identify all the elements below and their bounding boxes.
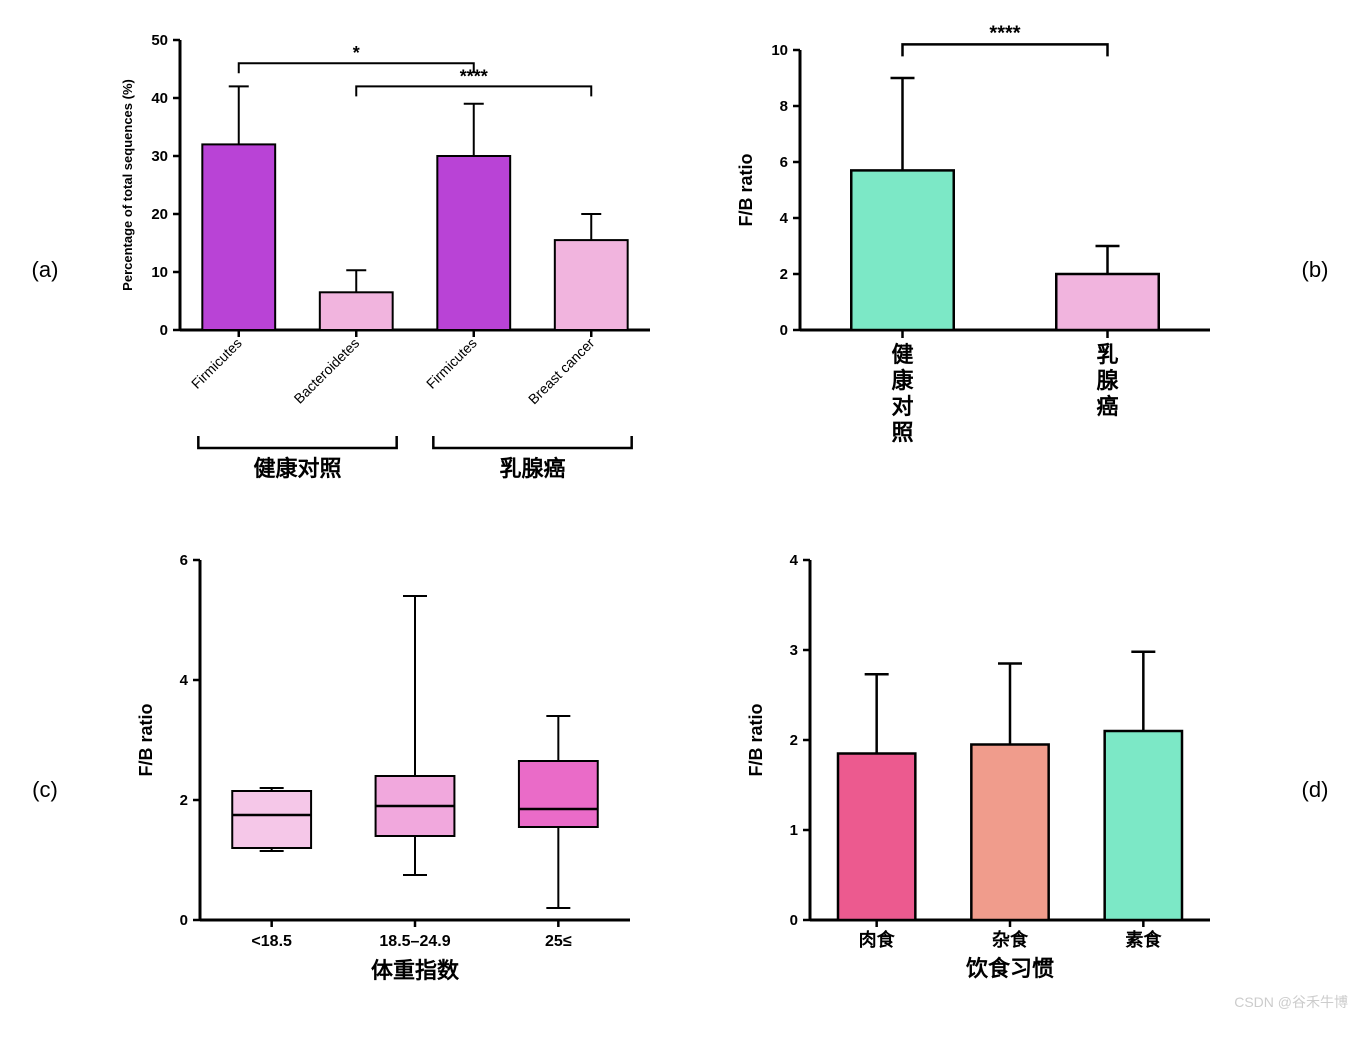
svg-text:3: 3 bbox=[790, 642, 798, 659]
svg-text:4: 4 bbox=[180, 672, 189, 689]
svg-text:杂食: 杂食 bbox=[992, 929, 1029, 950]
svg-text:照: 照 bbox=[891, 420, 913, 445]
label-b: (b) bbox=[1290, 20, 1340, 520]
panel-c: 0 2 4 6 F/B ratio <18.5 18.5–24.9 25≤ 体重指数 bbox=[90, 540, 670, 1040]
svg-text:对: 对 bbox=[891, 394, 913, 419]
svg-text:Breast cancer: Breast cancer bbox=[525, 335, 598, 408]
svg-text:4: 4 bbox=[790, 552, 799, 569]
label-d: (d) bbox=[1290, 540, 1340, 1040]
figure-grid: (a) 01020304050Percentage of total seque… bbox=[20, 20, 1340, 1040]
svg-text:乳腺癌: 乳腺癌 bbox=[499, 456, 565, 481]
svg-text:0: 0 bbox=[160, 322, 168, 339]
svg-text:****: **** bbox=[989, 22, 1020, 44]
svg-text:F/B ratio: F/B ratio bbox=[736, 153, 756, 226]
svg-text:Bacteroidetes: Bacteroidetes bbox=[291, 335, 363, 407]
svg-text:4: 4 bbox=[780, 210, 789, 227]
svg-text:10: 10 bbox=[771, 42, 788, 59]
panel-b: 0 2 4 6 8 10 F/B ratio 健康对照 乳腺癌 **** bbox=[690, 20, 1270, 520]
svg-text:Firmicutes: Firmicutes bbox=[423, 335, 480, 392]
svg-text:肉食: 肉食 bbox=[859, 929, 896, 950]
svg-text:2: 2 bbox=[780, 266, 788, 283]
svg-text:6: 6 bbox=[180, 552, 188, 569]
svg-text:0: 0 bbox=[790, 912, 798, 929]
svg-text:2: 2 bbox=[790, 732, 798, 749]
svg-text:F/B ratio: F/B ratio bbox=[136, 703, 156, 776]
watermark: CSDN @谷禾牛博 bbox=[1234, 992, 1348, 1012]
svg-text:1: 1 bbox=[790, 822, 798, 839]
svg-text:0: 0 bbox=[780, 322, 788, 339]
label-a: (a) bbox=[20, 20, 70, 520]
svg-text:20: 20 bbox=[151, 206, 168, 223]
svg-text:6: 6 bbox=[780, 154, 788, 171]
svg-text:体重指数: 体重指数 bbox=[371, 958, 460, 983]
svg-text:50: 50 bbox=[151, 32, 168, 49]
panel-a: 0 10 20 30 40 50 Percentage of total sequences… bbox=[90, 20, 670, 520]
svg-text:饮食习惯: 饮食习惯 bbox=[965, 956, 1054, 981]
svg-text:8: 8 bbox=[780, 98, 788, 115]
svg-text:健: 健 bbox=[891, 342, 913, 367]
svg-text:2: 2 bbox=[180, 792, 188, 809]
svg-text:18.5–24.9: 18.5–24.9 bbox=[379, 933, 450, 950]
svg-text:****: **** bbox=[460, 66, 488, 86]
svg-text:10: 10 bbox=[151, 264, 168, 281]
svg-text:乳: 乳 bbox=[1096, 342, 1118, 367]
svg-text:40: 40 bbox=[151, 90, 168, 107]
panel-d: 0 1 2 3 4 F/B ratio 肉食 杂食 素食饮食习惯 bbox=[690, 540, 1270, 1040]
svg-text:F/B ratio: F/B ratio bbox=[746, 703, 766, 776]
svg-text:25≤: 25≤ bbox=[545, 933, 572, 950]
svg-text:Percentage of total sequences: Percentage of total sequences (%) bbox=[120, 79, 135, 291]
svg-text:0: 0 bbox=[180, 912, 188, 929]
svg-text:健康对照: 健康对照 bbox=[253, 456, 341, 481]
svg-text:Firmicutes: Firmicutes bbox=[188, 335, 245, 392]
svg-text:腺: 腺 bbox=[1096, 368, 1119, 393]
svg-text:30: 30 bbox=[151, 148, 168, 165]
svg-text:癌: 癌 bbox=[1096, 394, 1118, 419]
svg-text:康: 康 bbox=[891, 368, 914, 393]
svg-text:*: * bbox=[353, 43, 360, 63]
svg-text:<18.5: <18.5 bbox=[251, 933, 292, 950]
svg-text:素食: 素食 bbox=[1125, 929, 1162, 950]
label-c: (c) bbox=[20, 540, 70, 1040]
